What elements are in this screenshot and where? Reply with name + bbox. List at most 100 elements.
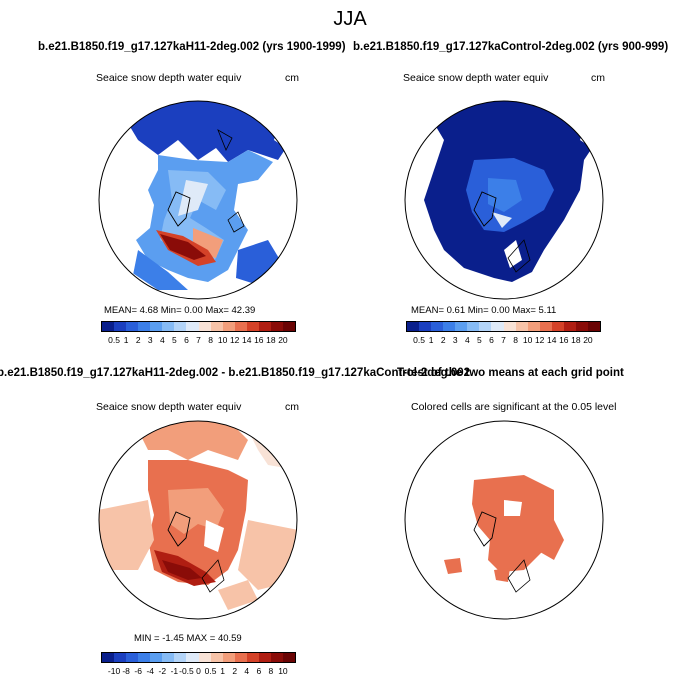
- colorbar-swatch: [222, 322, 235, 331]
- colorbar-tick-label: 3: [147, 335, 153, 345]
- colorbar-swatch: [102, 653, 115, 662]
- colorbar-tick-label: -2: [158, 666, 167, 676]
- colorbar-tick-label: 10: [217, 335, 228, 345]
- colorbar-tick-label: 6: [184, 335, 189, 345]
- colorbar-top-right: [406, 321, 601, 332]
- colorbar-swatch: [114, 653, 127, 662]
- colorbar-tick-label: 2: [440, 335, 446, 345]
- colorbar-tick-label: 6: [489, 335, 494, 345]
- map-bottom-left: [98, 420, 298, 620]
- colorbar-tick-label: 5: [477, 335, 482, 345]
- map-top-left: [98, 100, 298, 300]
- colorbar-tick-label: 10: [278, 666, 288, 676]
- colorbar-swatch: [150, 653, 163, 662]
- variable-label-top-left: Seaice snow depth water equiv: [96, 72, 242, 84]
- colorbar-swatch: [527, 322, 540, 331]
- colorbar-tick-label: 0: [196, 666, 201, 676]
- colorbar-swatch: [126, 322, 139, 331]
- colorbar-swatch: [258, 322, 271, 331]
- colorbar-swatch: [186, 322, 199, 331]
- colorbar-tick-label: 3: [452, 335, 458, 345]
- colorbar-swatch: [282, 653, 295, 662]
- colorbar-swatch: [162, 653, 175, 662]
- colorbar-swatch: [479, 322, 492, 331]
- colorbar-swatch: [222, 653, 235, 662]
- map-top-right: [404, 100, 604, 300]
- colorbar-swatch: [270, 322, 283, 331]
- colorbar-tick-label: 8: [208, 335, 213, 345]
- colorbar-swatch: [138, 322, 151, 331]
- variable-label-bottom-right: Colored cells are significant at the 0.0…: [411, 401, 617, 413]
- colorbar-swatch: [210, 653, 223, 662]
- page-title: JJA: [333, 8, 367, 30]
- colorbar-top-left: [101, 321, 296, 332]
- colorbar-swatch: [246, 322, 259, 331]
- colorbar-tick-label: 0.5: [413, 335, 425, 345]
- variable-label-bottom-left: Seaice snow depth water equiv: [96, 401, 242, 413]
- colorbar-tick-label: 4: [244, 666, 250, 676]
- colorbar-tick-label: -0.5: [179, 666, 194, 676]
- colorbar-swatch: [138, 653, 151, 662]
- colorbar-swatch: [234, 653, 247, 662]
- colorbar-tick-label: -4: [146, 666, 155, 676]
- colorbar-tick-label: -8: [122, 666, 130, 676]
- colorbar-tick-label: 5: [172, 335, 177, 345]
- colorbar-swatch: [455, 322, 468, 331]
- colorbar-tick-label: 16: [254, 335, 264, 345]
- colorbar-tick-label: 12: [534, 335, 545, 345]
- colorbar-swatch: [467, 322, 480, 331]
- colorbar-tick-label: -1: [170, 666, 179, 676]
- colorbar-tick-label: 20: [278, 335, 288, 345]
- stats-top-left: MEAN= 4.68 Min= 0.00 Max= 42.39: [104, 305, 256, 316]
- colorbar-swatch: [503, 322, 516, 331]
- colorbar-tick-label: 10: [522, 335, 533, 345]
- colorbar-swatch: [174, 322, 187, 331]
- colorbar-bottom-left: [101, 652, 296, 663]
- colorbar-swatch: [150, 322, 163, 331]
- colorbar-swatch: [407, 322, 420, 331]
- panel-header-top-right: b.e21.B1850.f19_g17.127kaControl-2deg.00…: [353, 41, 669, 53]
- colorbar-tick-label: -10: [107, 666, 121, 676]
- colorbar-tick-label: 7: [501, 335, 506, 345]
- colorbar-tick-label: 2: [232, 666, 238, 676]
- colorbar-swatch: [234, 322, 247, 331]
- colorbar-tick-label: 12: [229, 335, 240, 345]
- colorbar-swatch: [246, 653, 259, 662]
- colorbar-tick-label: 0.5: [108, 335, 120, 345]
- map-bottom-right: [404, 420, 604, 620]
- colorbar-swatch: [174, 653, 187, 662]
- colorbar-swatch: [210, 322, 223, 331]
- colorbar-tick-label: 4: [159, 335, 165, 345]
- panel-header-top-left: b.e21.B1850.f19_g17.127kaH11-2deg.002 (y…: [38, 41, 346, 53]
- colorbar-tick-label: -6: [134, 666, 142, 676]
- colorbar-tick-label: 8: [268, 666, 274, 676]
- colorbar-swatch: [126, 653, 139, 662]
- colorbar-swatch: [443, 322, 456, 331]
- colorbar-swatch: [198, 322, 211, 331]
- colorbar-swatch: [258, 653, 271, 662]
- colorbar-swatch: [270, 653, 283, 662]
- unit-label-top-left: cm: [285, 72, 299, 84]
- colorbar-tick-label: 0.5: [204, 666, 217, 676]
- colorbar-swatch: [539, 322, 552, 331]
- colorbar-tick-label: 18: [571, 335, 581, 345]
- panel-header-bottom-right: T-test of the two means at each grid poi…: [397, 367, 624, 379]
- unit-label-bottom-left: cm: [285, 401, 299, 413]
- colorbar-swatch: [551, 322, 564, 331]
- colorbar-tick-label: 20: [583, 335, 593, 345]
- colorbar-swatch: [491, 322, 504, 331]
- colorbar-swatch: [102, 322, 115, 331]
- stats-top-right: MEAN= 0.61 Min= 0.00 Max= 5.11: [411, 305, 557, 316]
- colorbar-swatch: [563, 322, 576, 331]
- colorbar-tick-label: 1: [428, 335, 434, 345]
- unit-label-top-right: cm: [591, 72, 605, 84]
- stats-bottom-left: MIN = -1.45 MAX = 40.59: [134, 633, 242, 644]
- panel-header-bottom-left: b.e21.B1850.f19_g17.127kaH11-2deg.002 - …: [0, 367, 471, 379]
- colorbar-swatch: [198, 653, 211, 662]
- colorbar-swatch: [575, 322, 588, 331]
- colorbar-tick-label: 14: [242, 335, 252, 345]
- colorbar-tick-label: 6: [256, 666, 262, 676]
- variable-label-top-right: Seaice snow depth water equiv: [403, 72, 549, 84]
- colorbar-tick-label: 16: [559, 335, 569, 345]
- colorbar-tick-label: 4: [464, 335, 470, 345]
